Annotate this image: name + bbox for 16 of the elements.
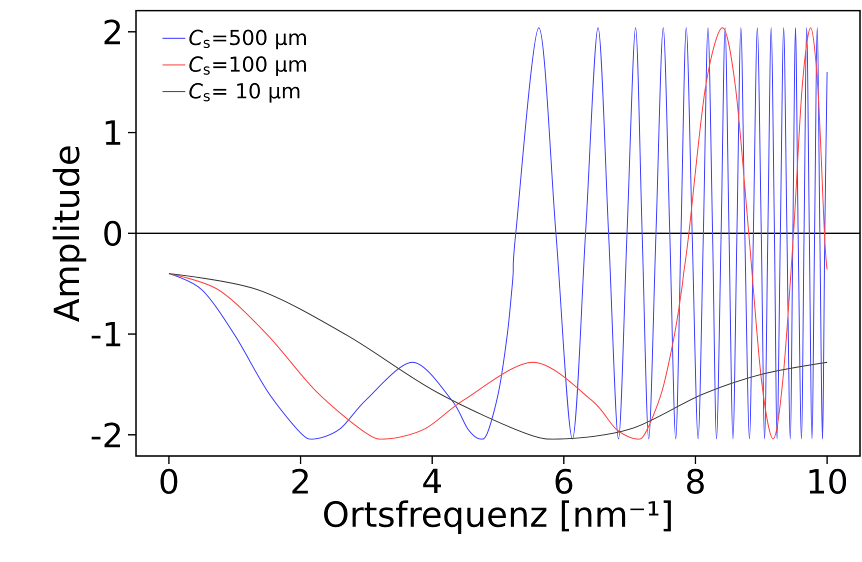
y-tick-label: -1 xyxy=(92,322,120,346)
y-tick-label: 2 xyxy=(104,19,120,44)
x-tick-label: 2 xyxy=(292,468,308,494)
y-tick-label: 1 xyxy=(106,120,120,145)
legend-label: C$_{s}$= 10 µm xyxy=(189,82,300,103)
x-tick-label: 4 xyxy=(423,468,441,494)
y-tick-label: -2 xyxy=(92,422,120,448)
legend-label: C$_{s}$=100 µm xyxy=(189,56,306,76)
x-tick-label: 6 xyxy=(556,468,572,494)
y-tick-label: 0 xyxy=(104,220,122,246)
legend-label: C$_{s}$=500 µm xyxy=(189,30,306,50)
x-tick-label: 10 xyxy=(810,468,846,494)
x-tick-label: 8 xyxy=(687,468,704,494)
y-axis-title: Amplitude xyxy=(52,146,86,322)
x-axis-title: Ortsfrequenz [nm⁻¹] xyxy=(324,500,671,534)
x-tick-label: 0 xyxy=(160,468,178,494)
